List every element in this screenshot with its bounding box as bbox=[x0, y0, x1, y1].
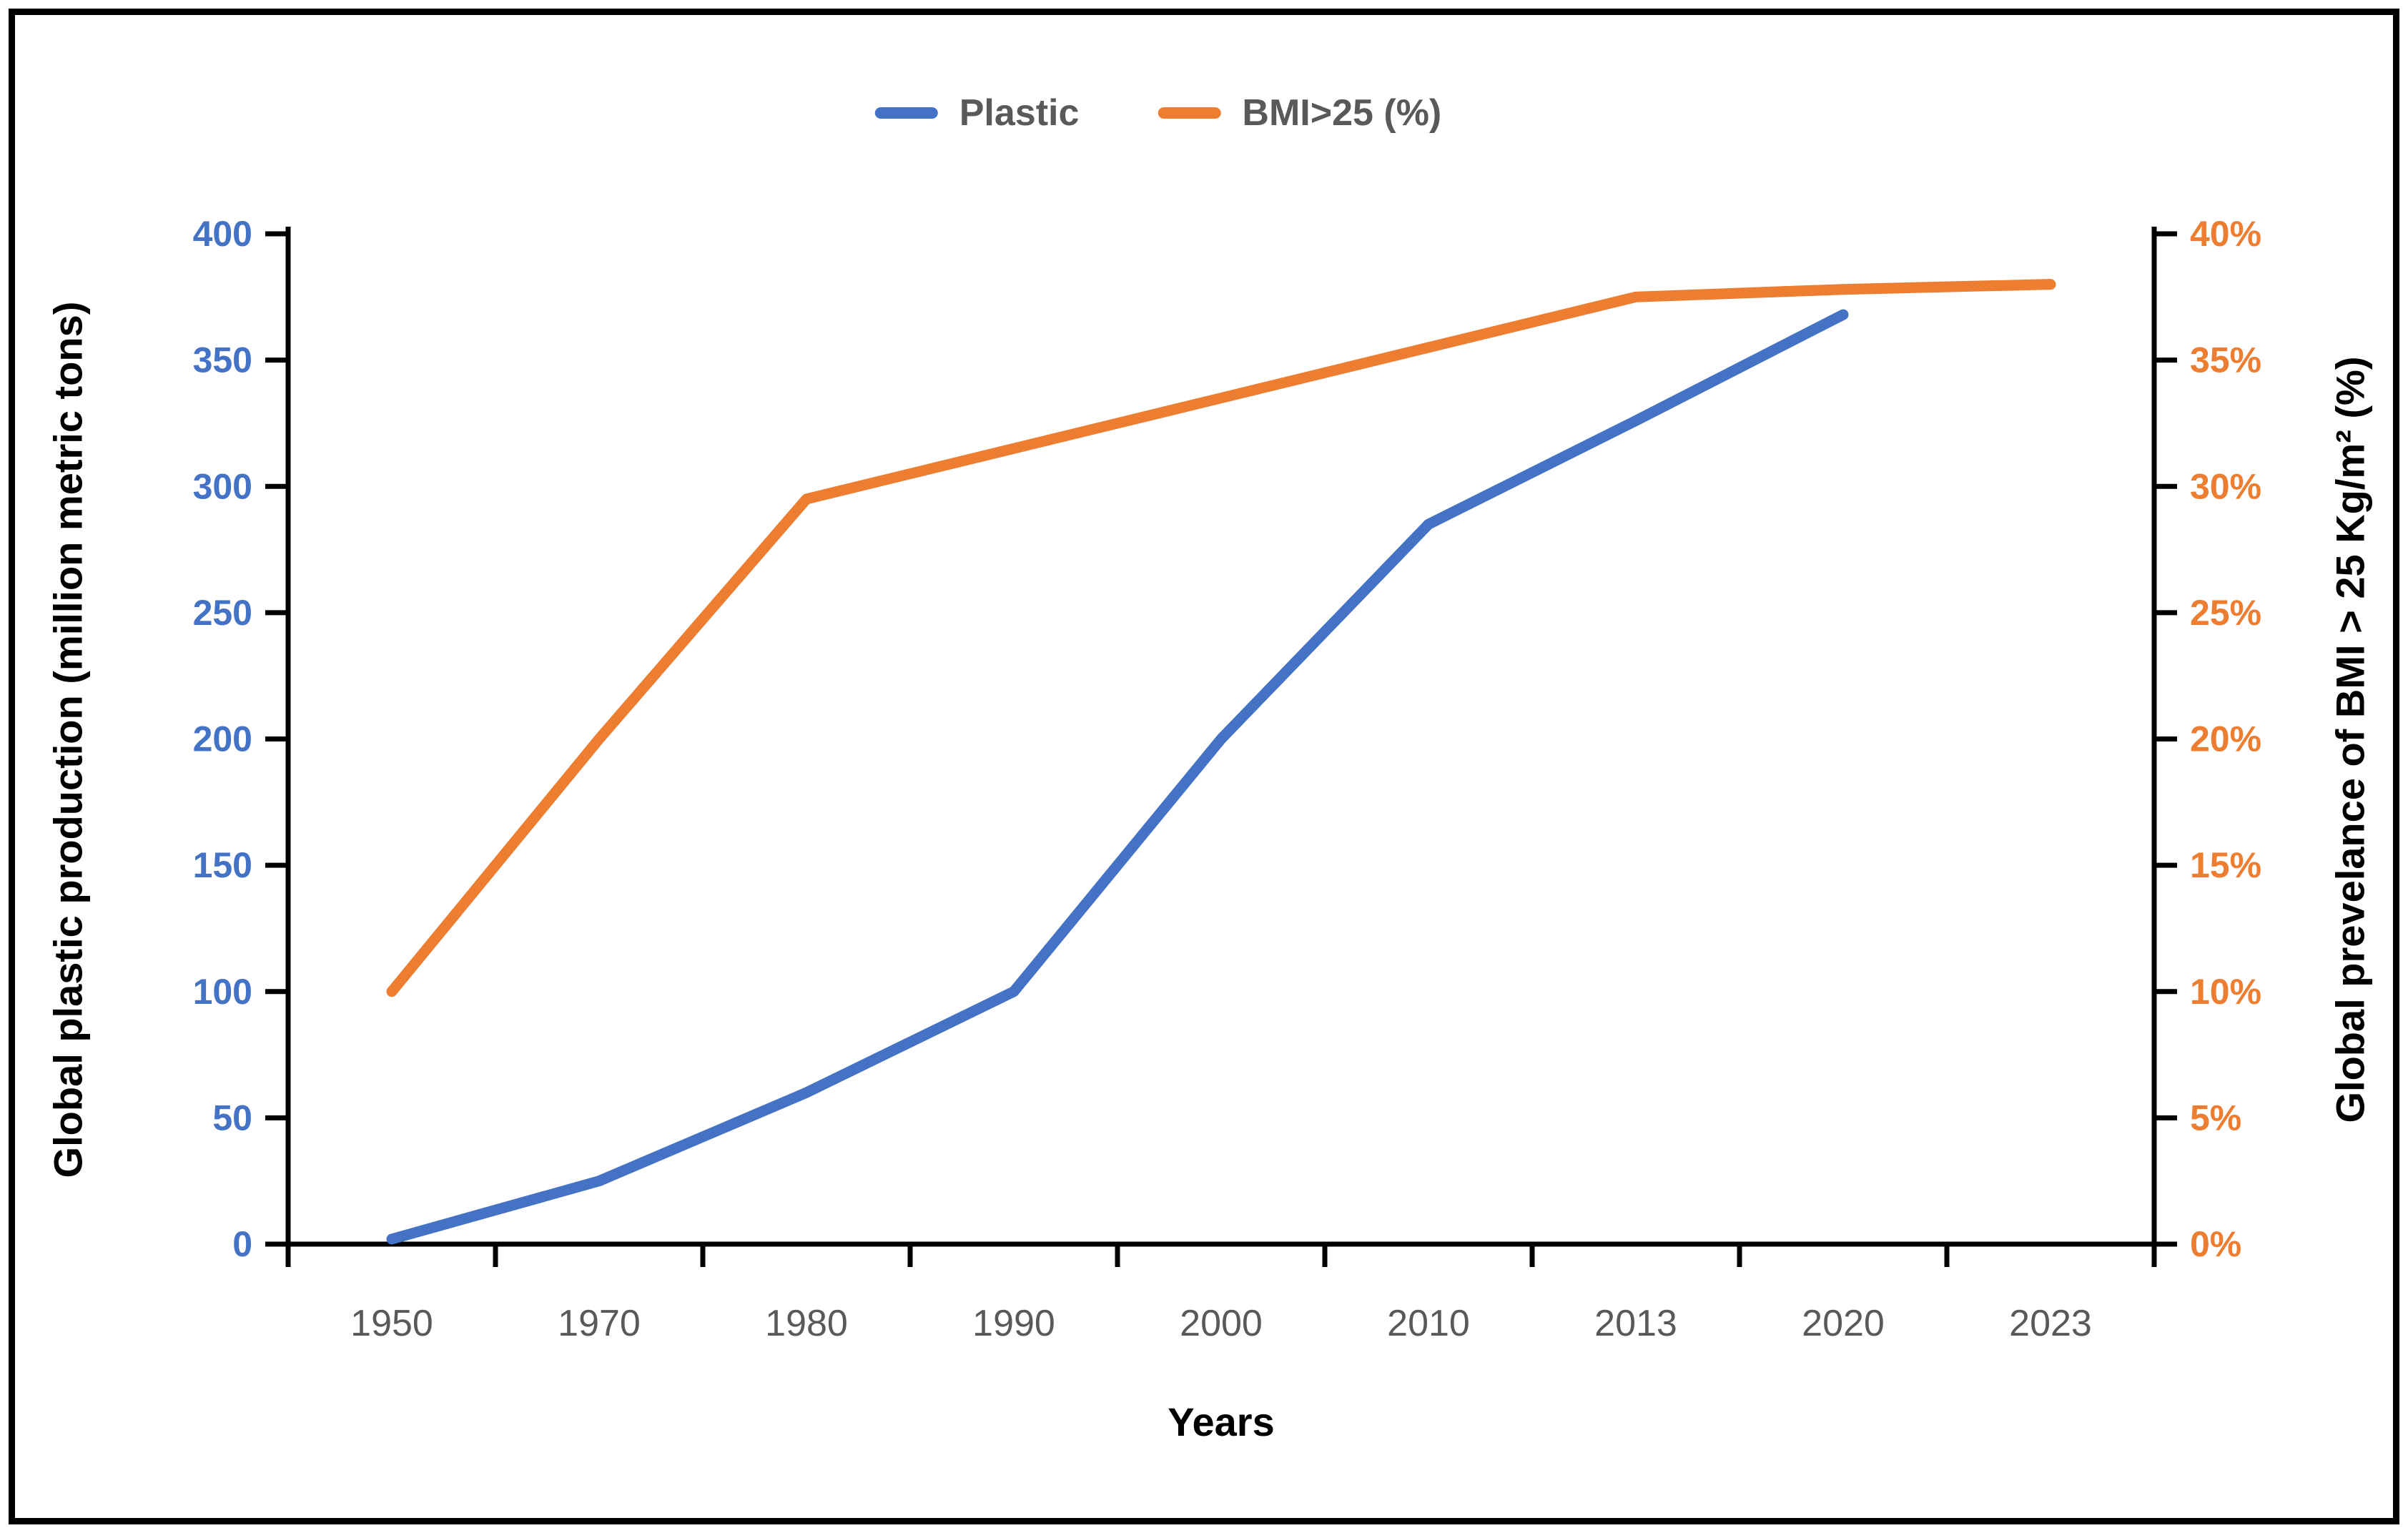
x-axis-tick-label: 1980 bbox=[765, 1303, 848, 1344]
right-axis-tick-label: 40% bbox=[2190, 214, 2261, 254]
legend-label-bmi: BMI>25 (%) bbox=[1242, 92, 1442, 134]
right-axis-tick-label: 20% bbox=[2190, 719, 2261, 759]
left-axis-tick-label: 200 bbox=[193, 719, 252, 759]
legend-label-plastic: Plastic bbox=[959, 92, 1080, 134]
x-axis-tick-label: 2010 bbox=[1387, 1303, 1470, 1344]
right-axis-tick-label: 25% bbox=[2190, 593, 2261, 633]
right-axis-tick-label: 35% bbox=[2190, 340, 2261, 380]
x-axis-tick-label: 2000 bbox=[1180, 1303, 1263, 1344]
x-axis-tick-label: 2020 bbox=[1802, 1303, 1885, 1344]
left-axis-tick-label: 0 bbox=[232, 1224, 252, 1264]
right-axis-tick-label: 30% bbox=[2190, 466, 2261, 506]
bmi-line-swatch bbox=[1158, 107, 1221, 119]
plastic-line-swatch bbox=[874, 107, 938, 119]
legend-item-bmi[interactable]: BMI>25 (%) bbox=[1158, 92, 1441, 134]
right-axis-tick-label: 5% bbox=[2190, 1098, 2241, 1138]
right-axis-title: Global prevelance of BMI > 25 Kg/m² (%) bbox=[2327, 356, 2373, 1123]
left-axis-tick-label: 300 bbox=[193, 466, 252, 506]
left-axis-tick-label: 150 bbox=[193, 845, 252, 885]
left-axis-tick-label: 400 bbox=[193, 214, 252, 254]
right-axis-tick-label: 0% bbox=[2190, 1224, 2241, 1264]
x-axis-tick-label: 1990 bbox=[972, 1303, 1055, 1344]
legend-item-plastic[interactable]: Plastic bbox=[874, 92, 1080, 134]
x-axis-tick-label: 1950 bbox=[350, 1303, 433, 1344]
left-axis-tick-label: 250 bbox=[193, 593, 252, 633]
bmi-line[interactable] bbox=[386, 279, 2056, 997]
left-axis-tick-label: 100 bbox=[193, 972, 252, 1012]
x-axis-tick-label: 2023 bbox=[2009, 1303, 2092, 1344]
x-axis-tick-label: 2013 bbox=[1594, 1303, 1677, 1344]
x-axis-tick-label: 1970 bbox=[558, 1303, 641, 1344]
plastic-line[interactable] bbox=[386, 309, 1849, 1245]
right-axis-tick-label: 10% bbox=[2190, 972, 2261, 1012]
left-axis-title: Global plastic production (million metri… bbox=[45, 301, 91, 1178]
left-axis-tick-label: 50 bbox=[212, 1098, 252, 1138]
right-axis-tick-label: 15% bbox=[2190, 845, 2261, 885]
x-axis-title: Years bbox=[1168, 1399, 1275, 1444]
left-axis-tick-label: 350 bbox=[193, 340, 252, 380]
legend: Plastic BMI>25 (%) bbox=[874, 92, 1441, 134]
